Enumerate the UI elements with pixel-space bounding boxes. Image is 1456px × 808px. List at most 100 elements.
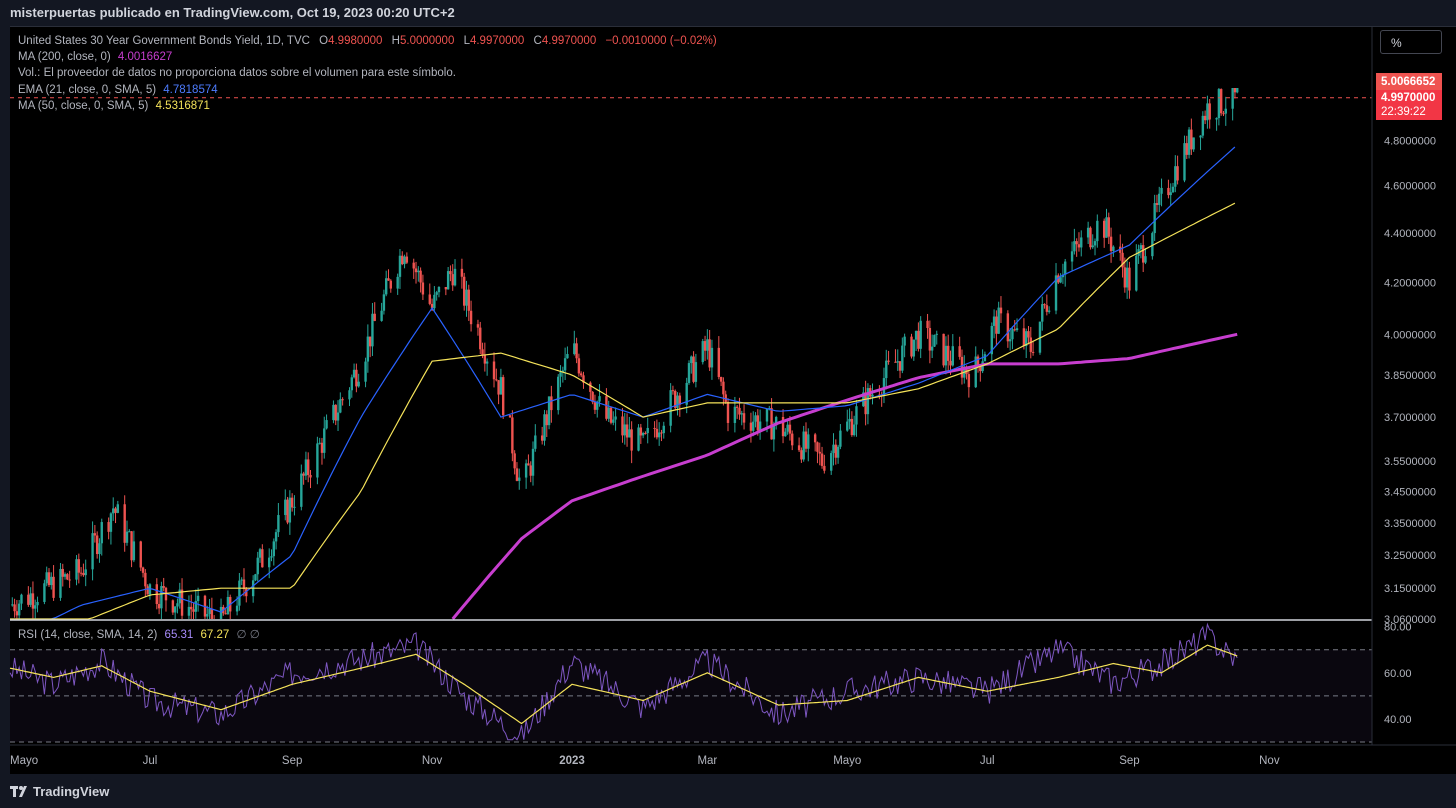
candle <box>1171 182 1175 194</box>
candle <box>1125 260 1129 299</box>
candle <box>1096 214 1099 248</box>
candle <box>1158 186 1161 213</box>
candle <box>935 330 938 345</box>
candle-body <box>742 413 746 423</box>
candle-body <box>885 360 888 379</box>
candle-body <box>692 356 695 382</box>
candle-body <box>144 572 147 587</box>
candle-body <box>1199 135 1202 138</box>
candle-body <box>807 434 810 449</box>
candle <box>208 598 211 619</box>
candle-body <box>674 390 677 408</box>
candle-body <box>47 572 51 586</box>
candle <box>710 339 714 380</box>
candle-body <box>579 373 583 376</box>
candle-body <box>1158 193 1161 205</box>
candle-body <box>547 396 551 426</box>
symbol-title[interactable]: United States 30 Year Government Bonds Y… <box>18 35 310 47</box>
candle-body <box>614 416 617 420</box>
candle <box>116 500 120 514</box>
candle <box>112 497 115 521</box>
candle <box>674 389 677 411</box>
legend-ema21-row[interactable]: EMA (21, close, 0, SMA, 5) 4.7818574 <box>18 82 717 98</box>
candle <box>852 415 856 437</box>
candle <box>834 439 838 465</box>
candle-body <box>646 427 649 434</box>
candle <box>1206 95 1209 129</box>
candle-body <box>593 402 597 410</box>
candle <box>607 400 610 422</box>
candle <box>662 421 665 439</box>
candle <box>286 496 289 525</box>
candle-body <box>722 381 725 395</box>
candle-body <box>34 605 37 609</box>
ema21-value: 4.7818574 <box>163 83 218 96</box>
candle-body <box>655 428 659 438</box>
candle-body <box>162 586 165 588</box>
candle-body <box>1203 115 1207 121</box>
candle-body <box>95 535 99 555</box>
candle <box>637 424 640 452</box>
candles-layer <box>11 88 1239 619</box>
candle-body <box>398 255 402 277</box>
candle-body <box>187 606 191 616</box>
candle <box>690 355 693 374</box>
candle-body <box>621 416 624 436</box>
candle <box>446 267 450 290</box>
legend-ma50-row[interactable]: MA (50, close, 0, SMA, 5) 4.5316871 <box>18 98 717 114</box>
candle <box>1008 328 1012 351</box>
candle-body <box>685 382 688 405</box>
candle <box>644 431 647 435</box>
candle <box>820 446 824 469</box>
candle <box>733 396 737 433</box>
candle <box>694 353 698 388</box>
candle <box>646 417 649 444</box>
tradingview-logo-icon[interactable] <box>10 784 28 800</box>
unit-toggle-button[interactable]: % <box>1380 30 1442 54</box>
candle-body <box>483 355 487 364</box>
candle <box>284 489 287 521</box>
main-legend: United States 30 Year Government Bonds Y… <box>18 33 717 114</box>
candle-body <box>1047 310 1051 312</box>
candle <box>804 422 808 453</box>
rsi-tick-label-1: 60.00 <box>1384 668 1412 680</box>
legend-volume-note: Vol.: El proveedor de datos no proporcio… <box>18 67 456 80</box>
rsi-legend[interactable]: RSI (14, close, SMA, 14, 2) 65.31 67.27 … <box>18 627 260 641</box>
candle-body <box>1233 88 1237 93</box>
candle <box>1153 194 1156 241</box>
candle <box>348 387 351 407</box>
candle-body <box>676 395 679 408</box>
candle <box>848 408 851 430</box>
legend-ma200-row[interactable]: MA (200, close, 0) 4.0016627 <box>18 49 717 65</box>
candle <box>309 470 312 489</box>
candle <box>469 300 473 332</box>
rsi-layer <box>9 622 1372 743</box>
candle-body <box>990 325 993 355</box>
y-tick-label-3: 4.2000000 <box>1384 277 1436 289</box>
candle-body <box>1123 267 1127 288</box>
candle-body <box>304 459 308 476</box>
candle <box>123 495 126 552</box>
candle <box>114 506 117 524</box>
candle <box>77 553 81 584</box>
candle-body <box>196 595 200 602</box>
footer-brand[interactable]: TradingView <box>33 784 110 799</box>
candle-body <box>286 499 289 523</box>
candle-body <box>1215 118 1218 120</box>
candle <box>951 334 954 367</box>
candle-body <box>967 374 971 388</box>
candle <box>903 333 906 358</box>
candle <box>1199 135 1202 151</box>
candle-body <box>717 347 721 377</box>
candle-body <box>534 435 537 449</box>
candle <box>109 512 113 545</box>
candle-body <box>485 361 489 364</box>
candle-body <box>173 606 177 613</box>
candle <box>128 529 131 533</box>
candle <box>1141 235 1145 273</box>
bar-countdown: 22:39:22 <box>1381 106 1426 118</box>
candle-body <box>508 415 512 418</box>
candle <box>437 286 441 298</box>
candle-body <box>965 366 968 375</box>
